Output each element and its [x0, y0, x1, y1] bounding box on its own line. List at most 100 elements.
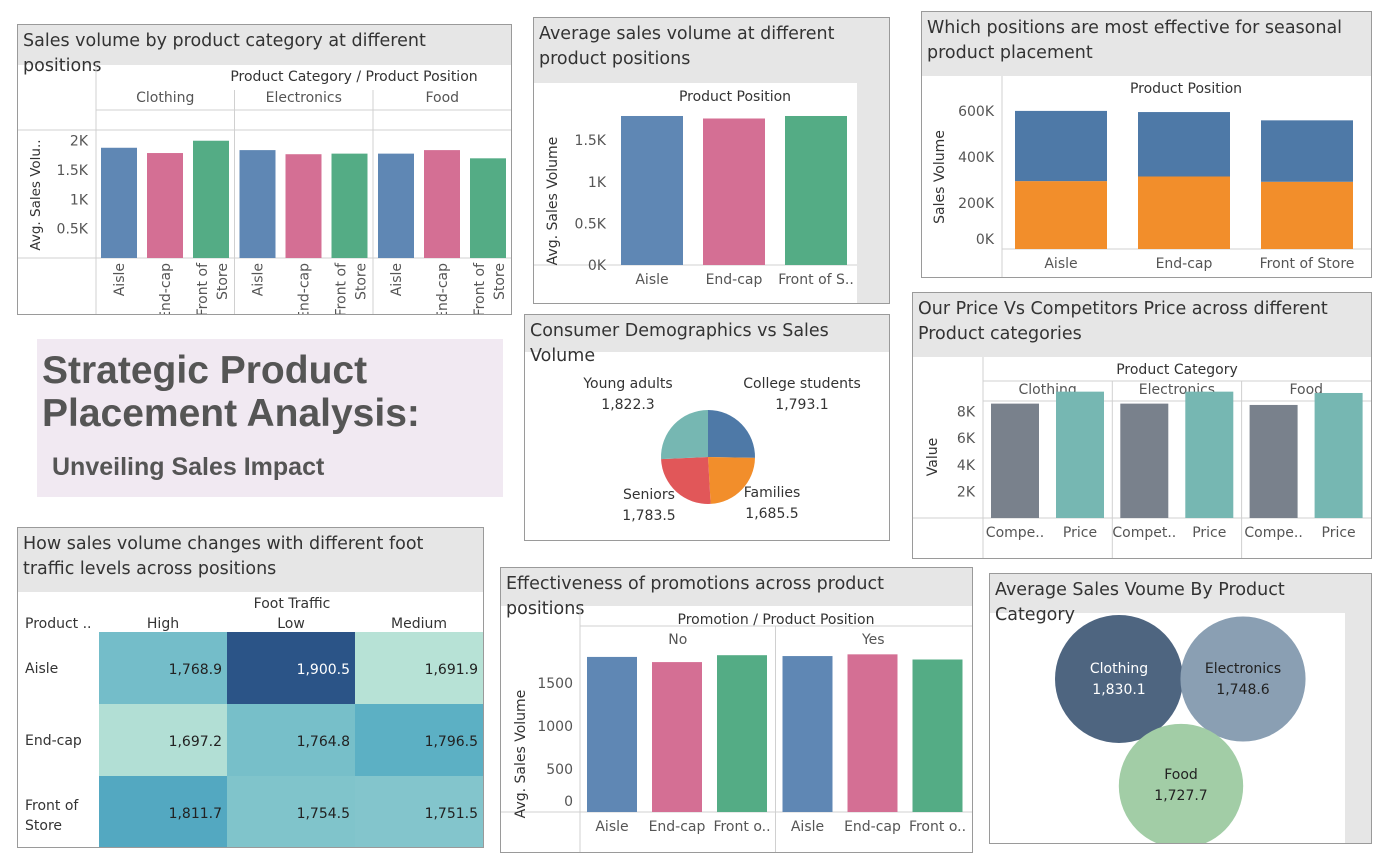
stacked-bar-segment [1261, 181, 1353, 249]
heatmap-value: 1,691.9 [425, 662, 478, 678]
x-tick-label: End-cap [844, 819, 901, 835]
pie-label-value: 1,783.5 [622, 508, 675, 524]
heatmap-cell [99, 776, 227, 847]
stacked-bar-segment [1261, 120, 1353, 182]
bar [782, 656, 833, 812]
y-tick-label: 1K [70, 192, 89, 208]
bar [621, 115, 683, 265]
panel-demographics[interactable]: Consumer Demographics vs Sales Volume Yo… [524, 314, 890, 541]
x-tick-label: Front o.. [713, 819, 770, 835]
bar [1249, 404, 1298, 518]
x-tick-label: Price [1192, 525, 1226, 541]
x-tick-label: Compet.. [1112, 525, 1176, 541]
bubble [1180, 616, 1306, 742]
x-tick-label: End-cap [706, 272, 763, 288]
bar [101, 147, 137, 258]
chart-foot-traffic[interactable]: Foot Traffic Product .. High Low Medium 1,7… [18, 592, 483, 847]
heatmap-cell [227, 632, 355, 704]
heatmap-cell [227, 776, 355, 847]
panel-promotions[interactable]: Effectiveness of promotions across produ… [500, 567, 973, 853]
x-tick-label: Front of [472, 262, 488, 314]
panel-price[interactable]: Our Price Vs Competitors Price across di… [912, 292, 1372, 559]
x-tick-label: Store [215, 263, 231, 300]
chart-category-bubbles[interactable]: Clothing 1,830.1 Electronics 1,748.6 Foo… [990, 613, 1371, 843]
x-tick-label: End-cap [1156, 256, 1213, 272]
pie-slice [661, 457, 711, 504]
x-tick-label: Aisle [1044, 256, 1077, 272]
chart-header: Product Position [1130, 81, 1242, 97]
bubble-label-value: 1,830.1 [1092, 682, 1145, 698]
panel-filler [857, 83, 889, 303]
x-tick-label: End-cap [158, 263, 174, 314]
row-label: Aisle [25, 661, 58, 677]
bubble-label-value: 1,727.7 [1154, 788, 1207, 804]
dashboard-title-line1: Strategic Product [42, 349, 368, 392]
y-tick-label: 500 [546, 762, 573, 778]
pie-label-value: 1,685.5 [745, 506, 798, 522]
pie-label-value: 1,822.3 [601, 397, 654, 413]
panel-category-positions[interactable]: Sales volume by product category at diff… [17, 24, 512, 315]
stacked-bar-segment [1015, 110, 1107, 182]
bar [847, 654, 898, 812]
bar [331, 153, 368, 258]
bar [1120, 403, 1169, 518]
x-tick-label: Aisle [251, 263, 267, 296]
bar [470, 158, 506, 258]
y-tick-label: 0 [564, 794, 573, 810]
chart-header: Product Position [679, 89, 791, 105]
bar [991, 403, 1039, 518]
chart-category-positions[interactable]: Product Category / Product Position Avg.… [18, 65, 511, 314]
panel-category-bubbles[interactable]: Average Sales Voume By Product Category … [989, 573, 1372, 844]
panel-foot-traffic[interactable]: How sales volume changes with different … [17, 527, 484, 848]
bar [285, 154, 322, 258]
y-tick-label: 8K [957, 405, 976, 421]
bar [652, 662, 702, 812]
heatmap-value: 1,768.9 [169, 662, 222, 678]
x-tick-label: Store [354, 263, 370, 300]
heatmap-value: 1,764.8 [297, 734, 350, 750]
heatmap-value: 1,900.5 [297, 662, 350, 678]
pie-slice [661, 410, 708, 460]
heatmap-cell [99, 704, 227, 776]
stacked-bar-segment [1138, 176, 1230, 249]
heatmap-cell [99, 632, 227, 704]
x-tick-label: Front o.. [909, 819, 966, 835]
bar [1185, 391, 1234, 518]
bar [424, 150, 460, 258]
y-axis-label: Value [925, 438, 941, 476]
chart-seasonal[interactable]: Product Position Sales Volume 600K 400K 20… [922, 76, 1371, 277]
chart-header: Promotion / Product Position [678, 612, 875, 628]
y-tick-label: 1.5K [575, 133, 607, 149]
panel-avg-positions[interactable]: Average sales volume at different produc… [533, 17, 890, 304]
column-group-header: Foot Traffic [254, 596, 331, 612]
panel-title: How sales volume changes with different … [18, 528, 483, 592]
bar [239, 150, 276, 258]
category-group-label: Electronics [266, 90, 342, 106]
y-axis-label: Sales Volume [932, 130, 948, 224]
pie-label-name: Families [744, 485, 801, 501]
heatmap-value: 1,751.5 [425, 806, 478, 822]
category-group-label: Clothing [136, 90, 194, 106]
bubble-label-name: Food [1164, 767, 1198, 783]
y-tick-label: 2K [70, 134, 89, 150]
heatmap-value: 1,697.2 [169, 734, 222, 750]
y-tick-label: 0K [588, 258, 607, 274]
pie-slice [708, 457, 755, 504]
bar [193, 140, 229, 258]
chart-avg-positions[interactable]: Product Position Avg. Sales Volume 1.5K 1… [534, 83, 889, 303]
dashboard-title-block: Strategic Product Placement Analysis: Un… [37, 339, 503, 497]
dashboard-subtitle: Unveiling Sales Impact [52, 453, 325, 481]
pie-label-value: 1,793.1 [775, 397, 828, 413]
panel-seasonal[interactable]: Which positions are most effective for s… [921, 11, 1372, 278]
y-tick-label: 400K [958, 150, 995, 166]
panel-title: Average Sales Voume By Product Category [990, 574, 1371, 625]
stacked-bar-segment [1015, 181, 1107, 249]
bubble-label-name: Clothing [1090, 661, 1148, 677]
stacked-bar-segment [1138, 112, 1230, 177]
category-group-label: Yes [861, 632, 885, 648]
y-tick-label: 0.5K [575, 216, 607, 232]
chart-demographics[interactable]: Young adults 1,822.3 College students 1,… [525, 352, 889, 540]
y-tick-label: 600K [958, 104, 995, 120]
chart-promotions[interactable]: Promotion / Product Position Avg. Sales … [501, 606, 972, 852]
